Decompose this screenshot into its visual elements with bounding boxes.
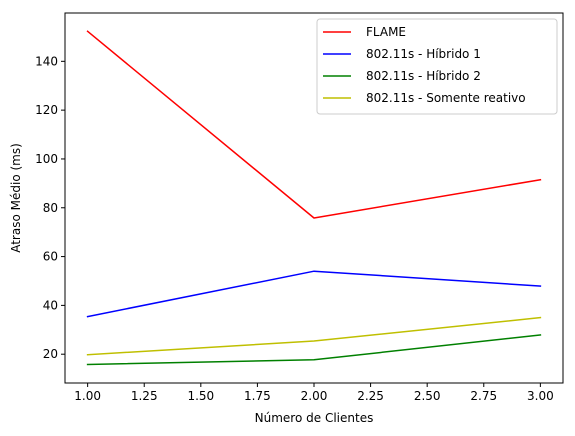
x-axis-label: Número de Clientes — [255, 411, 374, 425]
legend-label: FLAME — [366, 25, 406, 39]
y-tick-label: 20 — [43, 347, 58, 361]
series-1-line — [86, 30, 542, 219]
legend-label: 802.11s - Híbrido 2 — [366, 69, 481, 83]
x-tick-label: 1.25 — [131, 389, 158, 403]
x-tick-label: 1.00 — [74, 389, 101, 403]
legend-frame — [316, 18, 558, 115]
x-tick-label: 1.50 — [187, 389, 214, 403]
y-axis: 20 40 60 80 100 120 140 — [35, 54, 65, 361]
x-axis: 1.00 1.25 1.50 1.75 2.00 2.25 2.50 2.75 3.00 — [74, 383, 554, 403]
legend-label: 802.11s - Híbrido 1 — [366, 47, 481, 61]
series-3-line — [86, 334, 542, 366]
x-tick-label: 3.00 — [527, 389, 554, 403]
x-tick-label: 2.75 — [470, 389, 497, 403]
y-tick-label: 140 — [35, 54, 58, 68]
series-2-line — [86, 270, 542, 318]
y-tick-label: 60 — [43, 250, 58, 264]
legend: FLAME 802.11s - Híbrido 1 802.11s - Híbrid… — [316, 18, 558, 115]
x-tick-label: 1.75 — [244, 389, 271, 403]
y-tick-label: 80 — [43, 201, 58, 215]
legend-label: 802.11s - Somente reativo — [366, 91, 526, 105]
y-tick-label: 100 — [35, 152, 58, 166]
series-layer — [86, 30, 542, 366]
y-tick-label: 40 — [43, 298, 58, 312]
y-axis-label: Atraso Médio (ms) — [9, 143, 23, 253]
x-tick-label: 2.25 — [357, 389, 384, 403]
series-4-line — [86, 316, 542, 356]
x-tick-label: 2.50 — [414, 389, 441, 403]
x-tick-label: 2.00 — [301, 389, 328, 403]
y-tick-label: 120 — [35, 103, 58, 117]
